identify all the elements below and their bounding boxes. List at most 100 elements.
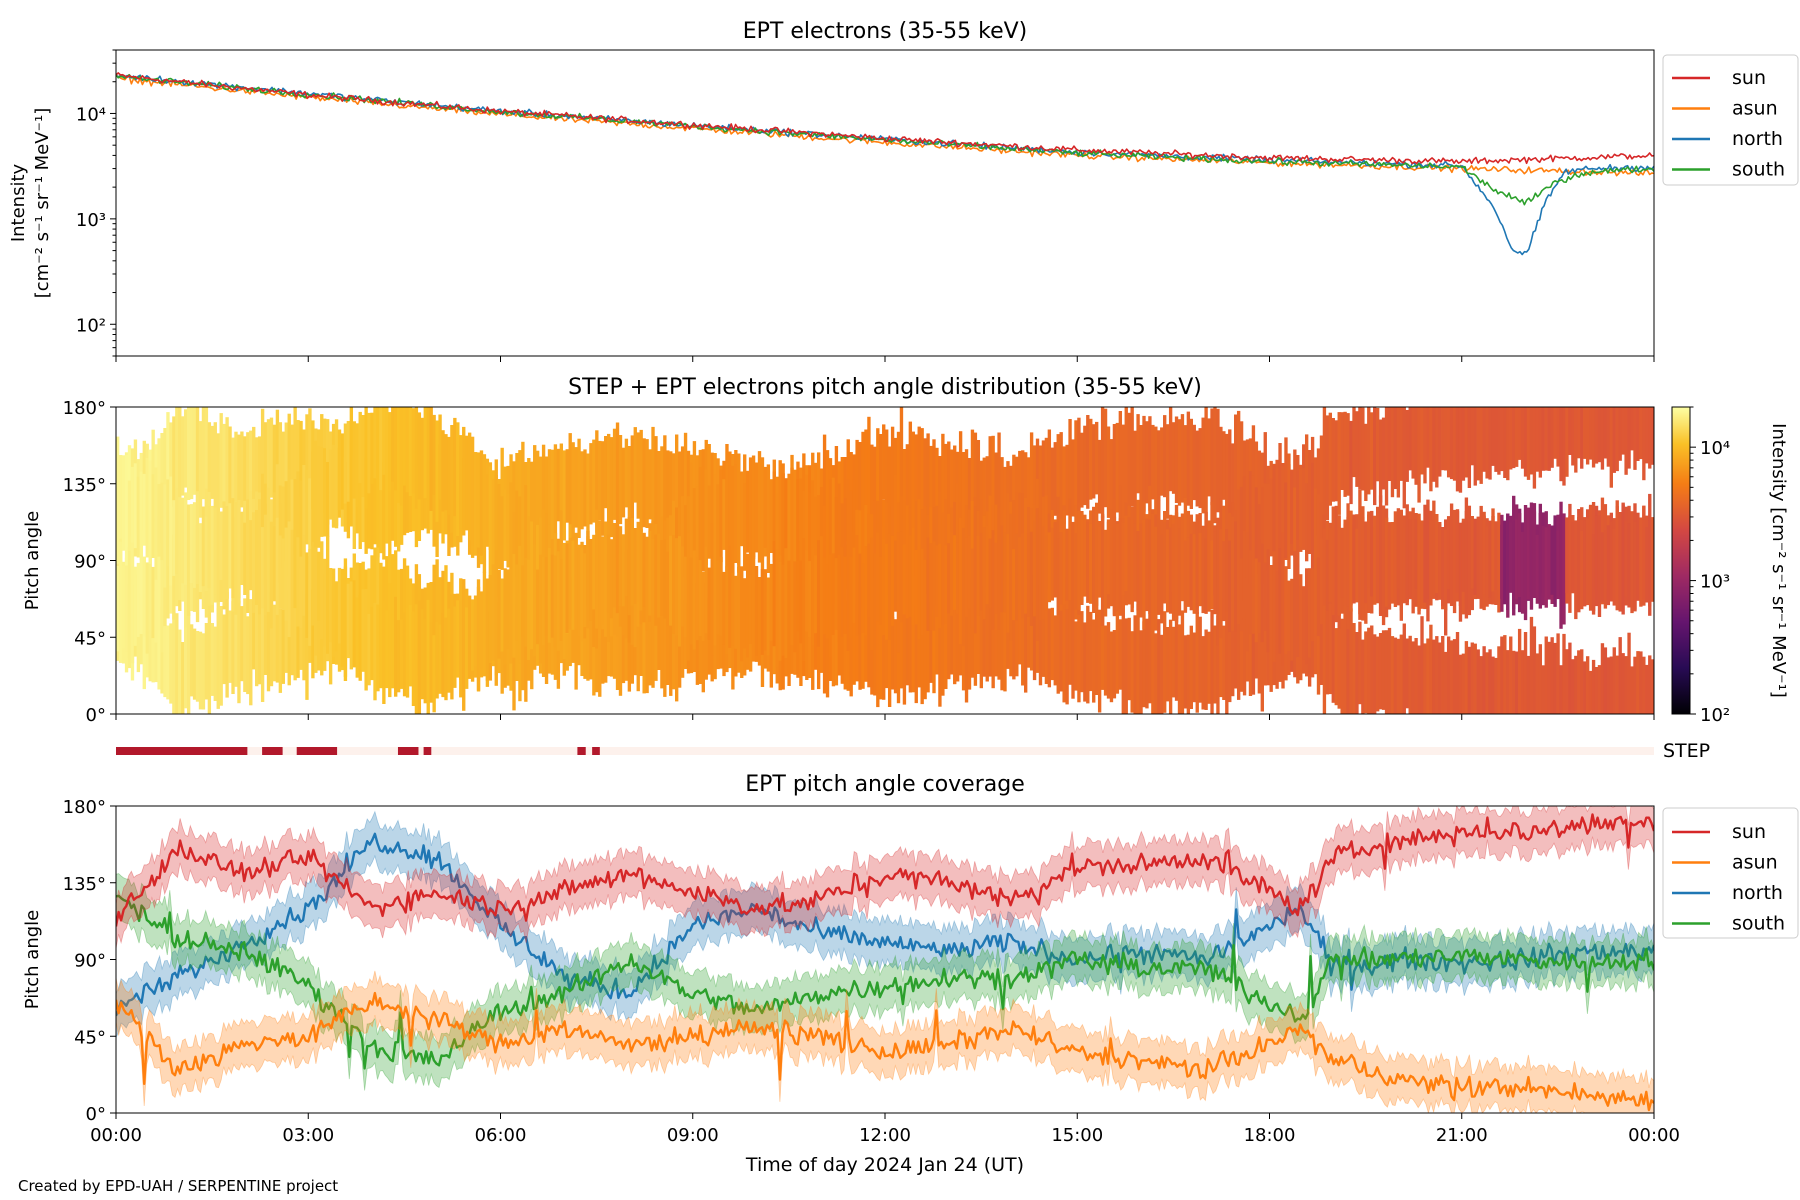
heatmap-cell xyxy=(524,558,528,647)
heatmap-cell xyxy=(1411,407,1415,479)
heatmap-cell xyxy=(1523,505,1528,621)
heatmap-cell xyxy=(1364,631,1368,714)
heatmap-cell xyxy=(494,550,498,676)
heatmap-cell xyxy=(870,537,874,651)
heatmap-cell xyxy=(911,431,915,545)
heatmap-cell xyxy=(1097,609,1102,713)
y-tick-label: 0° xyxy=(86,705,106,726)
heatmap-cell xyxy=(1541,407,1545,471)
legend-box xyxy=(1662,807,1799,939)
step-on-interval xyxy=(577,747,586,755)
heatmap-cell xyxy=(935,545,939,617)
x-tick-label: 15:00 xyxy=(1051,1125,1103,1146)
heatmap-cell xyxy=(1630,407,1634,451)
heatmap-cell xyxy=(355,423,359,508)
legend-label-sun: sun xyxy=(1732,67,1766,89)
heatmap-cell xyxy=(181,642,185,714)
heatmap-cell xyxy=(1458,523,1463,606)
heatmap-cell xyxy=(1476,407,1480,481)
heatmap-cell xyxy=(1059,532,1063,605)
heatmap-cell xyxy=(402,558,407,656)
step-on-interval xyxy=(397,747,419,755)
heatmap-cell xyxy=(1056,538,1060,615)
heatmap-cell xyxy=(331,568,336,657)
heatmap-cell xyxy=(1044,535,1049,611)
heatmap-cell xyxy=(834,558,839,630)
heatmap-cell xyxy=(500,496,504,570)
heatmap-cell xyxy=(704,469,708,565)
heatmap-cell xyxy=(1503,520,1507,604)
heatmap-cell xyxy=(1044,598,1049,684)
heatmap-cell xyxy=(1591,407,1596,468)
heatmap-cell xyxy=(1174,512,1179,620)
heatmap-cell xyxy=(1032,520,1037,617)
heatmap-cell xyxy=(535,450,540,552)
heatmap-cell xyxy=(228,610,232,683)
heatmap-cell xyxy=(1021,533,1025,619)
heatmap-cell xyxy=(1526,507,1531,600)
heatmap-cell xyxy=(1612,647,1616,714)
heatmap-cell xyxy=(822,557,827,635)
heatmap-cell xyxy=(926,433,930,529)
heatmap-cell xyxy=(1263,432,1267,534)
legend-label-sun: sun xyxy=(1732,821,1766,843)
heatmap-cell xyxy=(1106,622,1111,699)
heatmap-cell xyxy=(645,536,649,610)
heatmap-cell xyxy=(1056,610,1060,694)
heatmap-cell xyxy=(1547,407,1551,471)
heatmap-cell xyxy=(1171,422,1176,494)
heatmap-cell xyxy=(521,441,525,557)
heatmap-cell xyxy=(707,485,711,559)
heatmap-cell xyxy=(198,631,203,710)
heatmap-cell xyxy=(1512,650,1516,714)
heatmap-cell xyxy=(1068,515,1072,601)
heatmap-cell xyxy=(1092,424,1096,499)
heatmap-cell xyxy=(1553,515,1557,607)
heatmap-cell xyxy=(651,539,655,615)
heatmap-cell xyxy=(337,429,342,511)
heatmap-cell xyxy=(728,465,732,557)
heatmap-cell xyxy=(308,408,312,513)
heatmap-cell xyxy=(1441,407,1445,471)
heatmap-cell xyxy=(609,539,614,619)
heatmap-cell xyxy=(1645,664,1649,714)
heatmap-cell xyxy=(290,479,294,555)
heatmap-cell xyxy=(429,622,433,703)
heatmap-cell xyxy=(574,573,578,690)
heatmap-cell xyxy=(1213,531,1217,615)
heatmap-cell xyxy=(1523,632,1528,714)
heatmap-cell xyxy=(734,575,738,649)
heatmap-cell xyxy=(713,568,717,646)
heatmap-cell xyxy=(1346,614,1350,714)
heatmap-cell xyxy=(1083,514,1087,597)
heatmap-cell xyxy=(1130,407,1134,507)
heatmap-cell xyxy=(819,487,824,585)
heatmap-cell xyxy=(920,601,924,705)
heatmap-cell xyxy=(1529,616,1534,714)
heatmap-cell xyxy=(1272,551,1276,662)
heatmap-cell xyxy=(955,542,960,614)
heatmap-cell xyxy=(926,594,930,693)
heatmap-cell xyxy=(1192,632,1196,703)
heatmap-cell xyxy=(1000,457,1004,537)
heatmap-cell xyxy=(1287,580,1291,651)
heatmap-cell xyxy=(1278,548,1282,654)
heatmap-cell xyxy=(252,512,256,613)
heatmap-cell xyxy=(275,517,280,615)
x-tick-label: 00:00 xyxy=(1628,1125,1680,1146)
heatmap-cell xyxy=(1506,650,1510,714)
heatmap-cell xyxy=(234,501,238,615)
heatmap-cell xyxy=(1021,588,1025,686)
heatmap-cell xyxy=(1157,430,1161,501)
heatmap-cell xyxy=(1151,424,1155,500)
heatmap-cell xyxy=(1429,407,1433,492)
heatmap-cell xyxy=(1588,670,1593,714)
heatmap-cell xyxy=(1479,505,1483,609)
heatmap-cell xyxy=(1432,520,1436,596)
legend-label-south: south xyxy=(1732,913,1785,935)
heatmap-cell xyxy=(1568,642,1572,714)
heatmap-cell xyxy=(515,603,519,681)
heatmap-cell xyxy=(379,461,383,554)
heatmap-cell xyxy=(748,457,753,578)
